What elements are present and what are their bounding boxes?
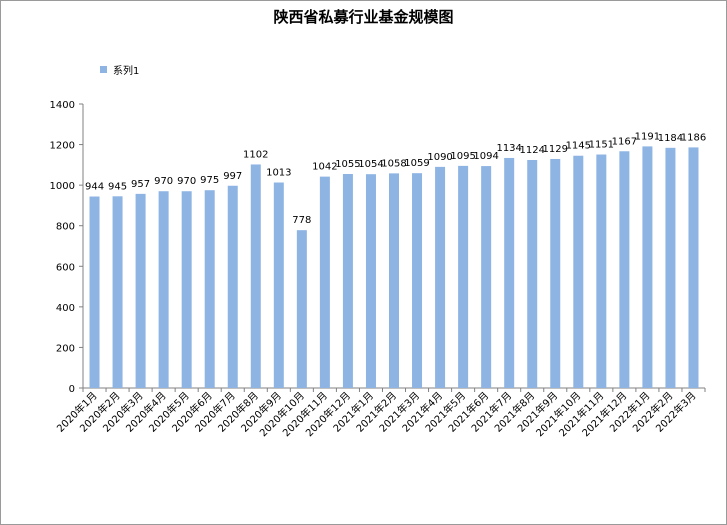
data-label: 1013 [266, 168, 291, 179]
bar [481, 166, 492, 388]
data-label: 778 [292, 215, 311, 226]
bar [412, 173, 423, 388]
chart-title: 陕西省私募行业基金规模图 [273, 8, 454, 26]
y-tick-label: 200 [56, 343, 75, 354]
data-label: 1042 [312, 162, 337, 173]
bar [642, 146, 653, 388]
bar [296, 230, 307, 388]
bar [319, 176, 330, 388]
data-label: 970 [154, 176, 173, 187]
bar [527, 159, 538, 388]
data-label: 1145 [566, 141, 591, 152]
data-label: 945 [108, 181, 127, 192]
data-label: 1058 [381, 158, 406, 169]
data-label: 1059 [404, 158, 429, 169]
bar [435, 166, 446, 388]
bar [619, 151, 630, 388]
data-label: 1184 [658, 133, 683, 144]
y-tick-label: 1200 [50, 141, 75, 152]
legend-label: 系列1 [113, 66, 140, 77]
bar [204, 190, 215, 388]
bar [89, 196, 100, 388]
bar [112, 196, 123, 388]
bar [181, 191, 192, 388]
y-tick-label: 1400 [50, 100, 75, 111]
y-tick-label: 600 [56, 262, 75, 273]
data-label: 970 [177, 176, 196, 187]
bar [665, 147, 676, 388]
bar [135, 193, 146, 388]
data-label: 1102 [243, 149, 268, 160]
data-label: 997 [223, 171, 242, 182]
bar [596, 154, 607, 388]
data-label: 1191 [635, 131, 660, 142]
bar [273, 182, 284, 388]
bar [573, 155, 584, 388]
data-label: 1151 [589, 140, 614, 151]
bar [158, 191, 169, 388]
bar [504, 157, 515, 388]
data-label: 1186 [681, 132, 706, 143]
bar [688, 147, 699, 388]
data-label: 1054 [358, 159, 383, 170]
data-label: 1095 [450, 151, 475, 162]
y-tick-label: 800 [56, 222, 75, 233]
data-label: 957 [131, 179, 150, 190]
data-label: 1094 [473, 151, 498, 162]
bar [342, 173, 353, 388]
y-tick-label: 0 [69, 384, 75, 395]
legend-swatch [100, 66, 107, 73]
data-label: 1129 [543, 144, 568, 155]
bar [550, 158, 561, 388]
bar [389, 173, 399, 388]
data-label: 1124 [519, 145, 544, 156]
data-label: 1090 [427, 152, 452, 163]
data-label: 1134 [496, 143, 521, 154]
bar [365, 174, 376, 388]
bar [227, 185, 238, 388]
bar [458, 165, 469, 388]
data-label: 1055 [335, 159, 360, 170]
data-label: 1167 [612, 136, 637, 147]
bar [250, 164, 261, 388]
y-tick-label: 400 [56, 303, 75, 314]
y-tick-label: 1000 [50, 181, 75, 192]
legend: 系列1 [100, 62, 139, 77]
data-label: 944 [85, 182, 104, 193]
data-label: 975 [200, 175, 219, 186]
